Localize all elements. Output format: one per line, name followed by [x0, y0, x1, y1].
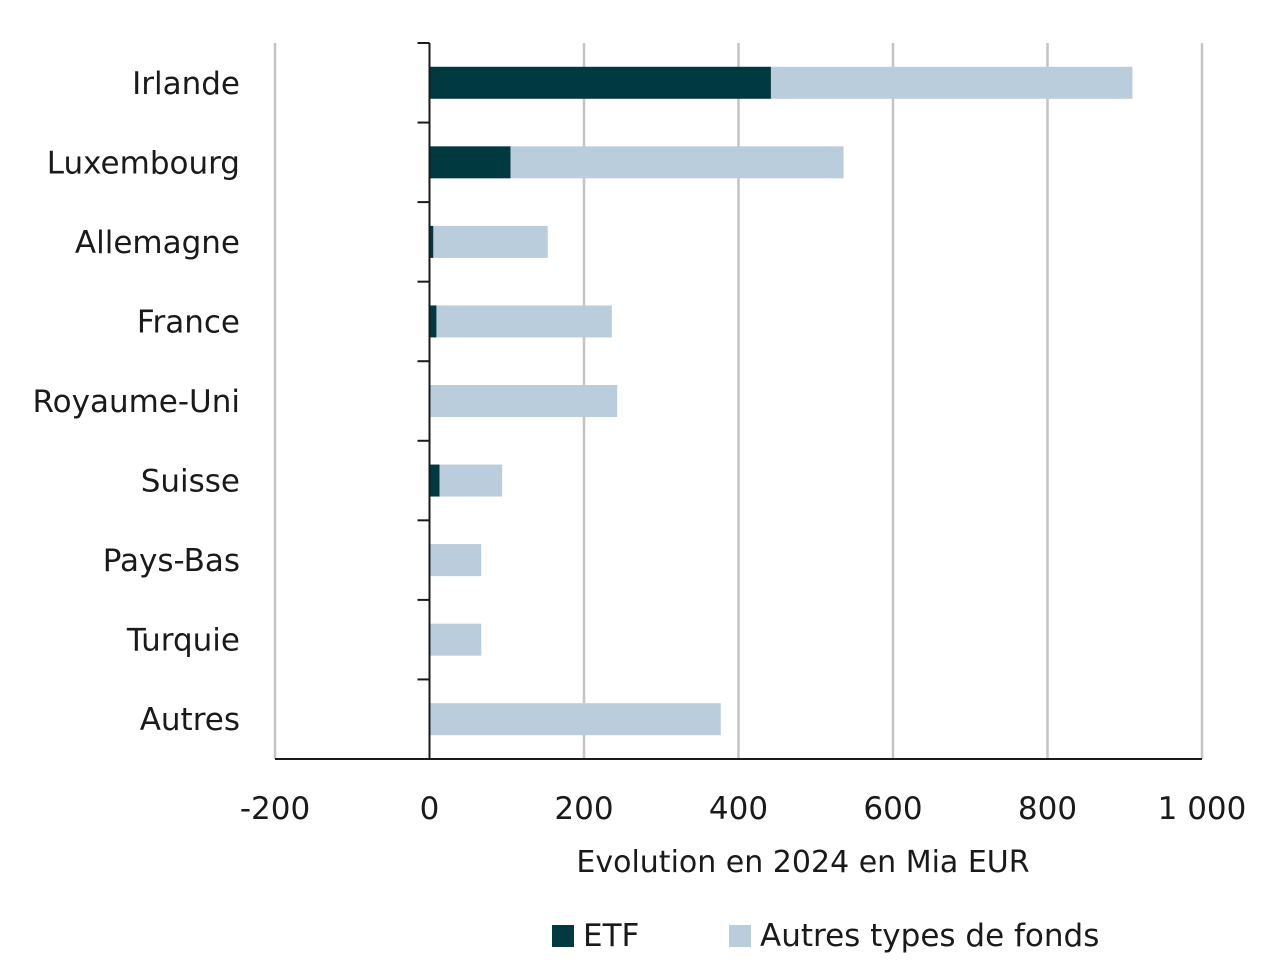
legend: ETF Autres types de fonds: [552, 918, 1099, 954]
legend-swatch-etf: [552, 925, 574, 947]
bar-autres-1: [510, 146, 844, 179]
category-label-1: Luxembourg: [47, 145, 240, 181]
bar-autres-7: [429, 623, 482, 656]
x-tick-label-0: -200: [240, 791, 310, 827]
bar-autres-4: [429, 385, 618, 417]
category-label-0: Irlande: [132, 66, 240, 102]
x-tick-label-1: 0: [420, 791, 440, 827]
bar-etf-0: [429, 66, 771, 99]
bar-etf-5: [429, 464, 440, 497]
axes: [275, 42, 1202, 760]
bar-autres-2: [433, 225, 548, 258]
legend-label-etf: ETF: [583, 918, 639, 954]
bar-etf-3: [429, 305, 437, 338]
x-tick-label-3: 400: [709, 791, 768, 827]
bar-autres-0: [770, 66, 1133, 99]
category-label-6: Pays-Bas: [103, 543, 240, 579]
category-label-3: France: [137, 304, 240, 340]
x-tick-label-5: 800: [1018, 791, 1077, 827]
x-tick-label-2: 200: [554, 791, 613, 827]
bar-autres-6: [429, 544, 482, 577]
legend-swatch-autres: [729, 925, 751, 947]
category-labels: Irlande Luxembourg Allemagne France Royaume-…: [32, 66, 240, 738]
x-tick-labels: -200 0 200 400 600 800 1 000: [240, 791, 1247, 827]
category-label-7: Turquie: [126, 623, 240, 659]
bar-autres-5: [439, 464, 503, 497]
category-label-8: Autres: [140, 702, 240, 738]
category-label-5: Suisse: [141, 464, 240, 500]
bar-etf-1: [429, 146, 511, 179]
category-label-4: Royaume-Uni: [32, 384, 240, 420]
x-tick-label-4: 600: [863, 791, 922, 827]
bar-etf-2: [429, 225, 434, 258]
x-axis-title: Evolution en 2024 en Mia EUR: [576, 845, 1029, 880]
bars: [429, 66, 1133, 736]
x-tick-label-6: 1 000: [1158, 791, 1247, 827]
bar-autres-8: [429, 703, 721, 736]
bar-autres-3: [436, 305, 612, 338]
category-label-2: Allemagne: [75, 225, 240, 261]
legend-label-autres: Autres types de fonds: [760, 918, 1099, 954]
